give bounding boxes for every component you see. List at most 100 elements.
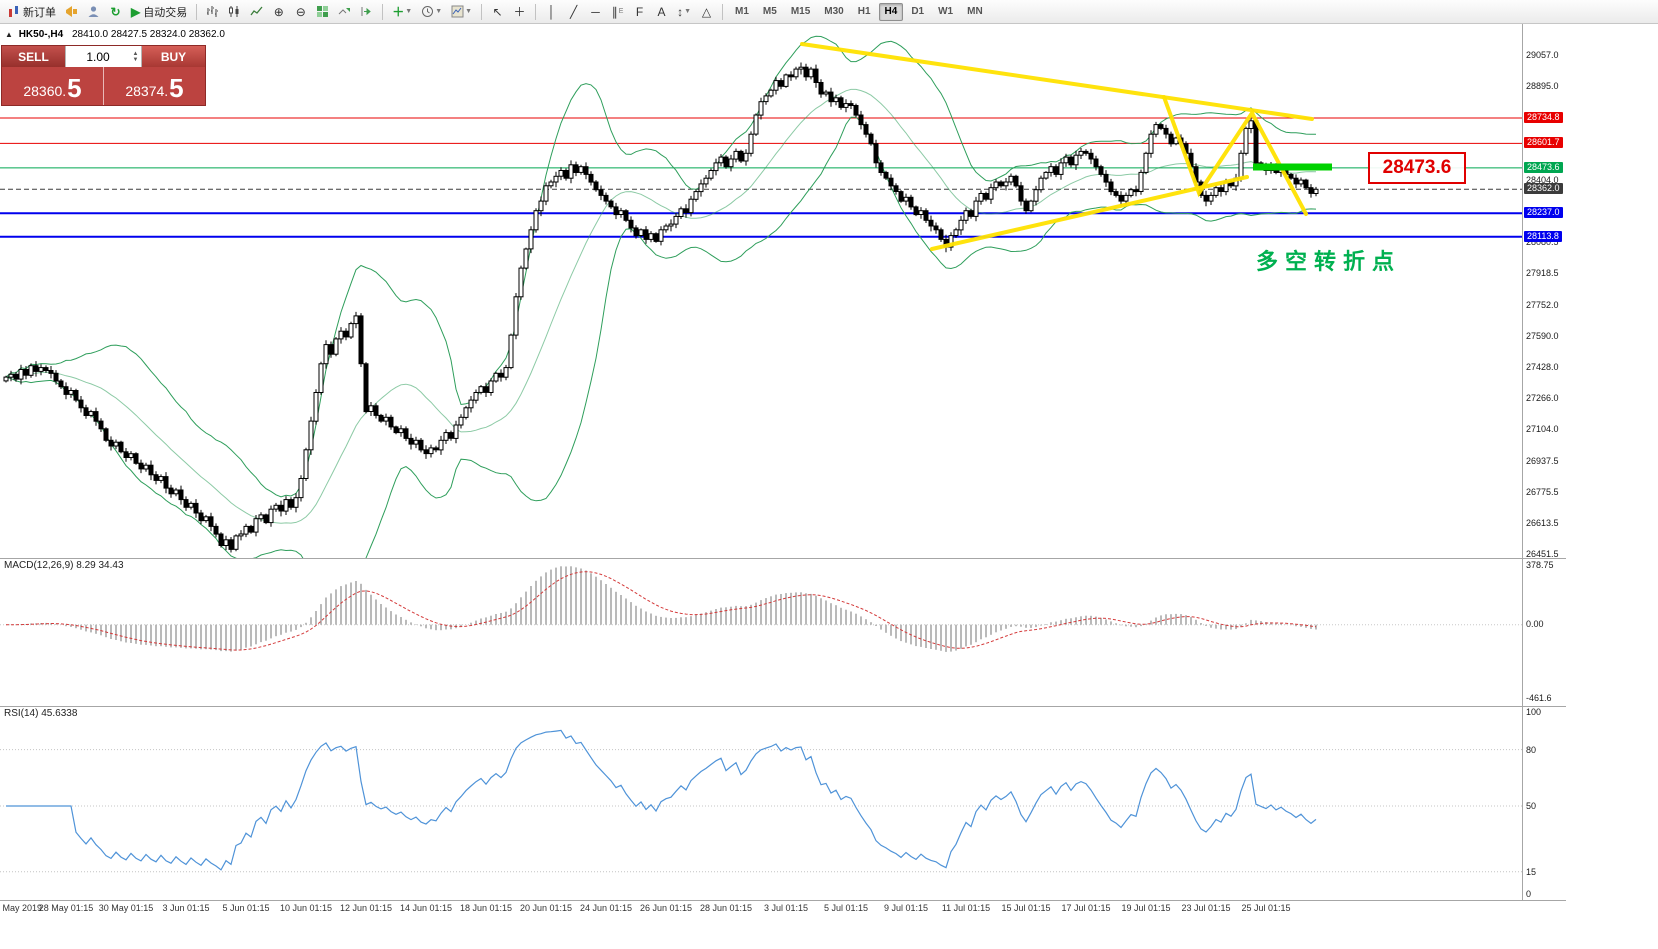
axis-scale-label: 15: [1526, 866, 1537, 877]
dropdown-caret-icon: ▼: [435, 8, 443, 15]
sell-price-frac: 5: [67, 73, 82, 103]
time-axis-label: 3 Jun 01:15: [162, 903, 210, 913]
buy-price[interactable]: 28374. 5: [104, 67, 205, 105]
zoom-in-button[interactable]: ⊕: [268, 2, 289, 22]
buy-price-frac: 5: [169, 73, 184, 103]
axis-scale-label: 26775.5: [1526, 486, 1559, 497]
megaphone-icon: [66, 6, 77, 17]
price-level-tag[interactable]: 28473.6: [1524, 161, 1563, 173]
volume-spinner[interactable]: ▲ ▼: [130, 51, 141, 63]
toolbar-separator: [722, 3, 723, 20]
time-axis-label: 19 Jul 01:15: [1121, 903, 1171, 913]
time-axis-label: 17 Jul 01:15: [1061, 903, 1111, 913]
time-axis-label: 9 Jul 01:15: [883, 903, 929, 913]
indicators-button[interactable]: ＋ ▼: [388, 2, 416, 22]
time-axis-label: 18 Jun 01:15: [459, 903, 513, 913]
spin-up-icon[interactable]: ▲: [132, 50, 139, 57]
time-axis-label: 5 Jun 01:15: [222, 903, 270, 913]
text-tool-button[interactable]: A: [651, 2, 672, 22]
timeframe-button-h4[interactable]: H4: [878, 2, 904, 21]
refresh-icon: ↻: [110, 4, 121, 19]
price-level-tag[interactable]: 28237.0: [1524, 207, 1563, 219]
time-axis-label: 24 May 2019: [0, 903, 43, 913]
new-order-button[interactable]: 新订单: [3, 2, 60, 22]
volume-value: 1.00: [86, 49, 110, 64]
candlestick-chart-type-button[interactable]: [224, 2, 245, 22]
crosshair-icon: ＋: [513, 4, 526, 19]
macd-indicator-label: MACD(12,26,9) 8.29 34.43: [4, 560, 124, 571]
toolbar-separator: [382, 3, 384, 20]
timeframe-button-m15[interactable]: M15: [785, 3, 816, 21]
templates-button[interactable]: ▼: [447, 2, 476, 22]
axis-scale-label: 27918.5: [1526, 268, 1559, 279]
volume-field[interactable]: 1.00 ▲ ▼: [65, 46, 142, 67]
play-icon: ▶: [131, 4, 141, 19]
timeframe-button-mn[interactable]: MN: [961, 3, 989, 21]
time-axis-label: 12 Jun 01:15: [339, 903, 393, 913]
timeframe-button-d1[interactable]: D1: [905, 3, 930, 21]
periods-button[interactable]: ▼: [417, 2, 446, 22]
arrows-tool-button[interactable]: ↕ ▼: [673, 2, 695, 22]
sell-price[interactable]: 28360. 5: [2, 67, 104, 105]
toolbar-separator: [196, 3, 198, 20]
vertical-line-tool-button[interactable]: │: [541, 2, 562, 22]
spin-down-icon[interactable]: ▼: [132, 56, 139, 63]
axis-scale-label: 27428.0: [1526, 361, 1559, 372]
price-level-tag[interactable]: 28601.7: [1524, 137, 1563, 149]
one-click-trading-panel: SELL 1.00 ▲ ▼ BUY 28360. 5 28374. 5: [1, 45, 206, 106]
price-level-tag[interactable]: 28113.8: [1524, 230, 1562, 242]
line-chart-type-button[interactable]: [246, 2, 267, 22]
top-toolbar: 新订单 ↻ ▶ 自动交易 ⊕ ⊖: [0, 0, 1658, 24]
timeframe-button-m1[interactable]: M1: [729, 3, 755, 21]
news-button[interactable]: [61, 2, 82, 22]
dropdown-caret-icon: E: [618, 8, 624, 15]
refresh-button[interactable]: ↻: [105, 2, 126, 22]
price-axis[interactable]: 29057.028895.028586.528404.028080.527918…: [1524, 0, 1644, 949]
channel-tool-button[interactable]: ∥ E: [607, 2, 628, 22]
chart-shift-button[interactable]: [356, 2, 377, 22]
timeframe-button-w1[interactable]: W1: [932, 3, 959, 21]
macd-panel-canvas[interactable]: [0, 558, 1522, 706]
template-icon: [451, 5, 464, 18]
fibonacci-tool-button[interactable]: F: [629, 2, 650, 22]
buy-button[interactable]: BUY: [142, 46, 205, 67]
clock-icon: [422, 6, 434, 17]
horizontal-line-tool-button[interactable]: ─: [585, 2, 606, 22]
axis-scale-label: 28895.0: [1526, 81, 1559, 92]
text-icon: A: [657, 4, 666, 19]
accounts-button[interactable]: [83, 2, 104, 22]
price-axis-border[interactable]: [1522, 24, 1523, 901]
macd-panel-separator[interactable]: [0, 558, 1566, 559]
equidistant-channel-icon: ∥: [611, 4, 618, 19]
axis-scale-label: 27752.0: [1526, 299, 1559, 310]
crosshair-tool-button[interactable]: ＋: [509, 2, 530, 22]
new-order-icon: [9, 6, 18, 17]
one-click-toggle-icon[interactable]: ▲: [5, 30, 13, 39]
rsi-panel-separator[interactable]: [0, 706, 1566, 707]
timeframe-button-m5[interactable]: M5: [757, 3, 783, 21]
tile-windows-button[interactable]: [312, 2, 333, 22]
cursor-tool-button[interactable]: ↖: [487, 2, 508, 22]
auto-trading-button[interactable]: ▶ 自动交易: [127, 2, 191, 22]
rsi-panel-canvas[interactable]: [0, 706, 1522, 900]
main-chart-canvas[interactable]: [0, 24, 1522, 558]
zoom-out-button[interactable]: ⊖: [290, 2, 311, 22]
axis-scale-label: 29057.0: [1526, 50, 1559, 61]
price-level-tag[interactable]: 28362.0: [1524, 183, 1563, 195]
rsi-indicator-label: RSI(14) 45.6338: [4, 708, 78, 719]
timeframe-button-h1[interactable]: H1: [852, 3, 877, 21]
price-level-tag[interactable]: 28734.8: [1524, 111, 1563, 123]
bar-chart-type-button[interactable]: [202, 2, 223, 22]
chart-shift-icon: [361, 7, 372, 16]
price-callout-box[interactable]: 28473.6: [1368, 152, 1466, 184]
trendline-tool-button[interactable]: ╱: [563, 2, 584, 22]
axis-scale-label: 26451.5: [1526, 548, 1559, 559]
trendline-icon: ╱: [569, 4, 578, 19]
timeframe-button-m30[interactable]: M30: [818, 3, 849, 21]
time-axis-label: 28 May 01:15: [38, 903, 94, 913]
sell-button[interactable]: SELL: [2, 46, 65, 67]
shapes-tool-button[interactable]: △: [696, 2, 717, 22]
auto-scroll-button[interactable]: [334, 2, 355, 22]
